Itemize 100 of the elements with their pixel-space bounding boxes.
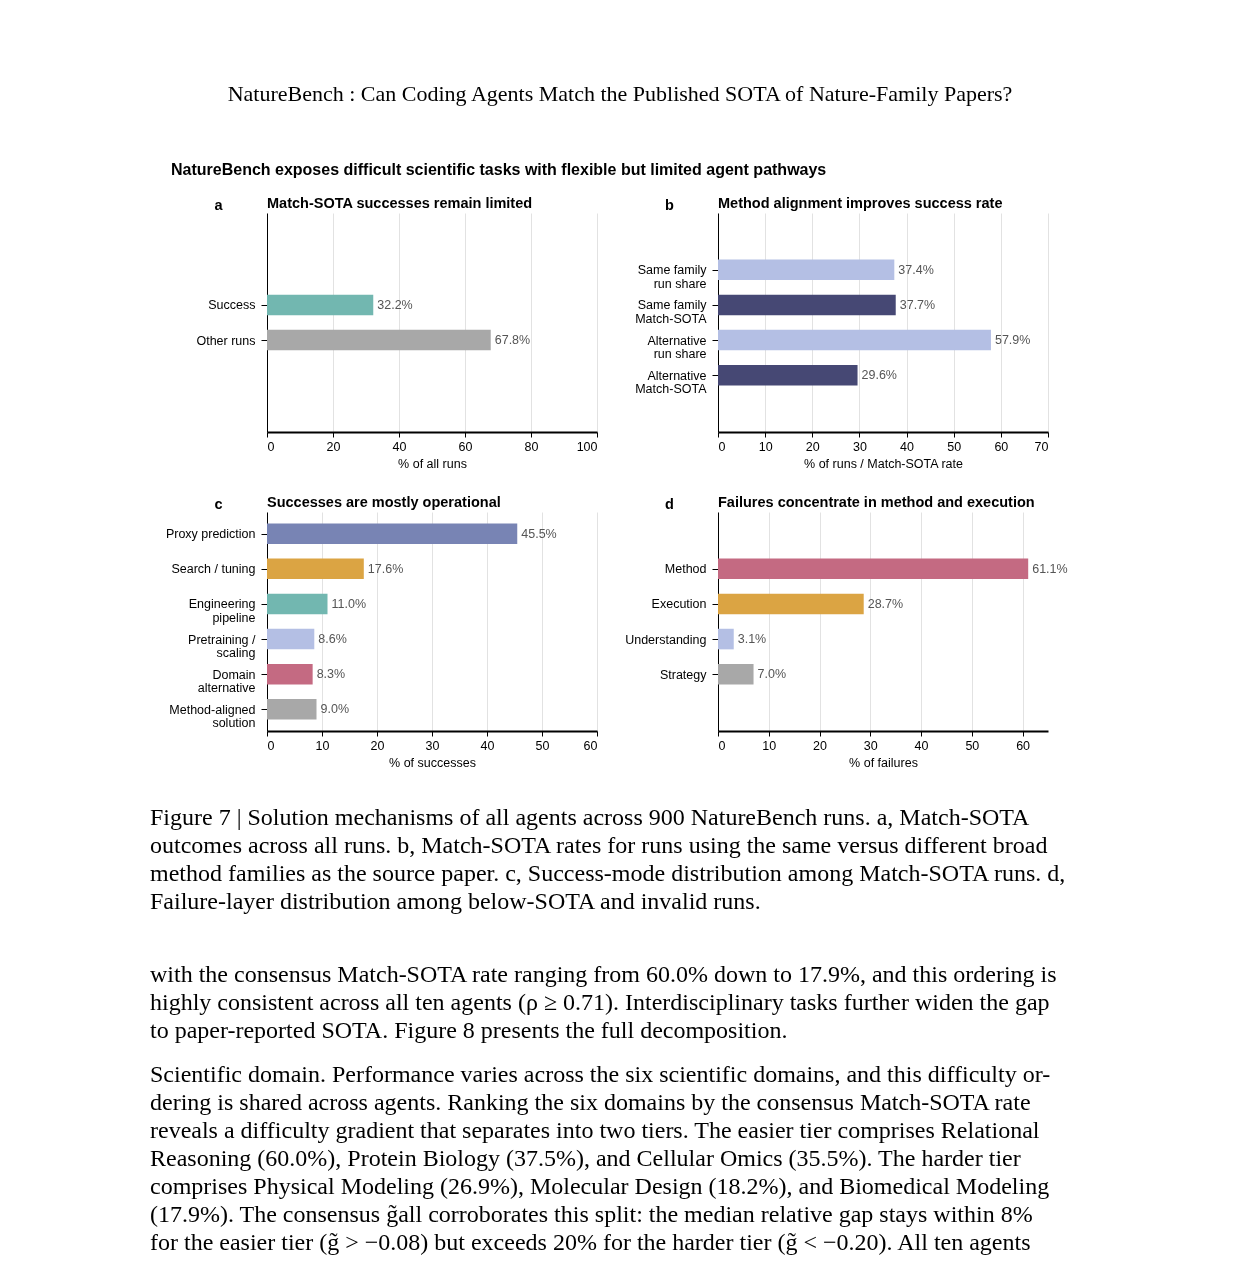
x-tick-label: 50 [947, 439, 962, 454]
y-tick-label: Understanding [625, 632, 707, 647]
data-label: 8.3% [316, 667, 346, 682]
x-tick-label: 60 [458, 439, 473, 454]
chart-title: Method alignment improves success rate [718, 194, 1003, 211]
chart-title: Match-SOTA successes remain limited [267, 194, 533, 211]
y-tick-label: Engineering pipeline [188, 597, 256, 625]
text: d [665, 496, 674, 513]
y-tick-label: Method [664, 562, 707, 577]
x-tick-label: 20 [326, 439, 341, 454]
x-tick-label: 40 [900, 439, 915, 454]
text: a [214, 197, 224, 214]
text: NatureBench : Can Coding Agents Match the Published SOTA of Nature-Family Papers? [227, 81, 1013, 106]
x-tick-label: 20 [813, 738, 828, 753]
x-tick-label: 30 [863, 738, 878, 753]
data-label: 28.7% [867, 596, 904, 611]
text: to paper-reported SOTA. Figure 8 presents the full decomposition. [150, 1017, 788, 1043]
x-tick-label: 60 [1016, 738, 1031, 753]
y-tick-label: Pretraining / scaling [188, 632, 257, 661]
data-label: 61.1% [1032, 561, 1068, 576]
x-axis-title: % of failures [849, 756, 918, 770]
bar [267, 523, 518, 544]
y-tick-label: Proxy prediction [165, 527, 256, 542]
bar [718, 558, 1029, 580]
text: (17.9%). The consensus g̃all corroborates this split: the median relative gap stays within 8% [150, 1201, 1033, 1227]
y-tick-label: Method-aligned solution [169, 702, 256, 731]
x-tick-label: 80 [524, 439, 539, 454]
y-tick-label: Alternative run share [647, 333, 707, 362]
x-tick-label: 100 [576, 439, 598, 454]
y-tick-label: Alternative Match-SOTA [635, 368, 708, 397]
text: dering is shared across agents. Ranking the six domains by the consensus Match-SOTA rate [150, 1089, 1031, 1115]
data-label: 11.0% [331, 596, 367, 611]
bar [267, 663, 313, 685]
text: outcomes across all runs. b, Match-SOTA rates for runs using the same versus different broad [150, 832, 1048, 858]
x-axis-title: % of runs / Match-SOTA rate [804, 457, 963, 471]
text: for the easier tier (g̃ > −0.08) but exceeds 20% for the harder tier (g̃ < −0.20). All ten agents [150, 1229, 1031, 1255]
x-tick-label: 50 [965, 738, 980, 753]
data-label: 67.8% [494, 333, 531, 348]
bar [267, 699, 317, 720]
bar [718, 593, 864, 615]
data-label: 57.9% [994, 333, 1031, 348]
x-tick-label: 0 [267, 738, 275, 753]
text: with the consensus Match-SOTA rate ranging from 60.0% down to 17.9%, and this ordering is [150, 961, 1057, 987]
y-tick-label: Same family Match-SOTA [635, 298, 708, 326]
x-tick-label: 40 [480, 738, 495, 753]
bar [718, 663, 754, 685]
x-tick-label: 10 [315, 738, 330, 753]
text: Scientific domain. Performance varies across the six scientific domains, and this difficulty or- [150, 1061, 1051, 1087]
x-tick-label: 30 [425, 738, 440, 753]
x-tick-label: 0 [718, 439, 726, 454]
y-tick-label: Same family run share [637, 263, 708, 291]
x-tick-label: 50 [535, 738, 550, 753]
y-tick-label: Execution [651, 597, 707, 612]
data-label: 9.0% [320, 702, 349, 717]
chart-title: Failures concentrate in method and execution [718, 493, 1035, 510]
y-tick-label: Strategy [659, 667, 708, 682]
data-label: 37.4% [898, 262, 934, 277]
x-tick-label: 10 [758, 439, 773, 454]
data-label: 32.2% [377, 297, 413, 312]
text: reveals a difficulty gradient that separates into two tiers. The easier tier comprises Relational [150, 1117, 1040, 1143]
x-tick-label: 30 [852, 439, 867, 454]
x-axis-title: % of all runs [398, 457, 467, 471]
caption: Figure 7 | Solution mechanisms of all agents across 900 NatureBench runs. a, Match-SOTA [150, 804, 1031, 830]
bar [718, 259, 895, 281]
data-label: 29.6% [861, 368, 897, 383]
text: Failure-layer distribution among below-SOTA and invalid runs. [150, 888, 761, 914]
x-tick-label: 60 [583, 738, 598, 753]
x-tick-label: 10 [762, 738, 777, 753]
bar [718, 628, 734, 650]
bar [267, 628, 315, 650]
y-tick-label: Search / tuning [171, 562, 256, 577]
data-label: 45.5% [521, 526, 557, 541]
text: NatureBench exposes difficult scientific tasks with flexible but limited agent pathways [171, 161, 827, 178]
x-tick-label: 40 [392, 439, 407, 454]
x-tick-label: 20 [370, 738, 385, 753]
x-tick-label: 40 [914, 738, 929, 753]
text: b [665, 197, 675, 214]
bar [718, 364, 858, 386]
text: comprises Physical Modeling (26.9%), Molecular Design (18.2%), and Biomedical Modeling [150, 1173, 1050, 1199]
text: method families as the source paper. c, Success-mode distribution among Match-SOTA runs. d, [150, 860, 1066, 886]
y-tick-label: Other runs [196, 333, 256, 348]
x-tick-label: 60 [994, 439, 1009, 454]
bar [267, 558, 364, 580]
bar [718, 294, 896, 316]
x-tick-label: 0 [267, 439, 275, 454]
text: highly consistent across all ten agents (ρ ≥ 0.71). Interdisciplinary tasks further widen the gap [150, 989, 1050, 1015]
data-label: 8.6% [318, 632, 347, 647]
chart-title: Successes are mostly operational [267, 493, 501, 510]
bar [718, 329, 991, 351]
y-tick-label: Domain alternative [197, 667, 256, 696]
x-tick-label: 70 [1034, 439, 1049, 454]
data-label: 7.0% [757, 667, 787, 682]
text: c [214, 496, 223, 513]
text: Reasoning (60.0%), Protein Biology (37.5%), and Cellular Omics (35.5%). The harder tier [150, 1145, 1021, 1171]
y-tick-label: Success [208, 298, 256, 313]
data-label: 37.7% [899, 297, 936, 312]
x-tick-label: 0 [718, 738, 726, 753]
x-axis-title: % of successes [389, 756, 476, 770]
bar [267, 593, 328, 615]
data-label: 17.6% [367, 561, 404, 576]
